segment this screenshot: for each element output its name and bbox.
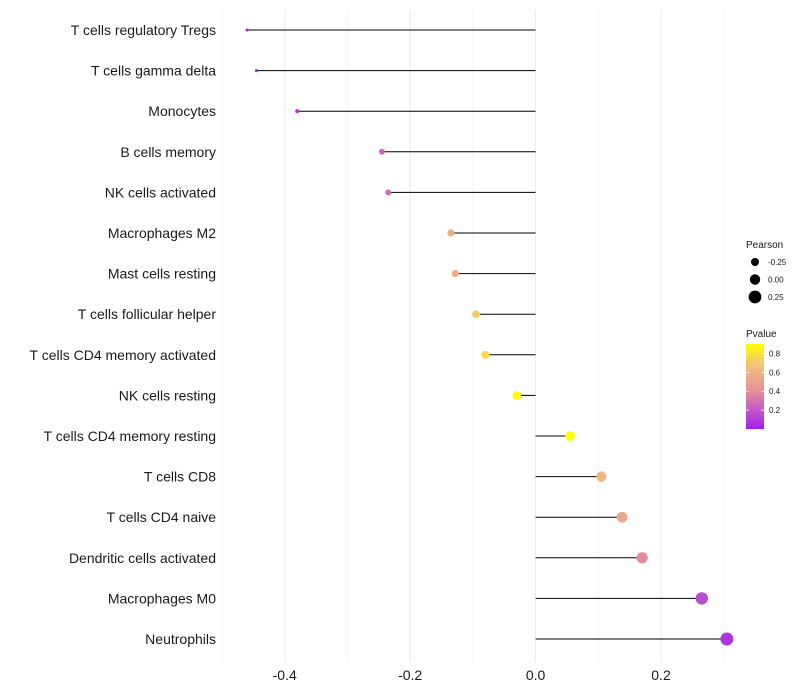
- lollipop-point: [451, 269, 459, 278]
- lollipop-point: [720, 632, 734, 646]
- category-label: T cells CD4 memory activated: [30, 347, 216, 363]
- lollipop-point: [565, 431, 575, 441]
- grid: [221, 10, 725, 662]
- lollipop-point: [472, 310, 480, 319]
- legend-color-title: Pvalue: [746, 329, 777, 340]
- category-label: Mast cells resting: [108, 266, 216, 282]
- category-label: B cells memory: [120, 144, 216, 160]
- category-label: T cells follicular helper: [78, 306, 217, 322]
- segments: [247, 29, 727, 640]
- lollipop-point: [385, 189, 392, 196]
- x-tick-label: 0.2: [651, 667, 671, 683]
- legend-size-label: -0.25: [768, 258, 787, 267]
- legend-color-label: 0.8: [769, 349, 781, 358]
- lollipop-point: [596, 471, 607, 482]
- lollipop-point: [512, 391, 522, 400]
- x-axis-ticks: -0.4 -0.2 0.0 0.2: [273, 667, 671, 683]
- lollipop-point: [245, 28, 249, 32]
- legend-size-key: [749, 274, 761, 285]
- legend-size-label: 0.25: [768, 293, 784, 302]
- lollipop-point: [695, 592, 708, 605]
- lollipop-point: [481, 350, 490, 359]
- lollipop-point: [295, 109, 300, 114]
- category-label: T cells regulatory Tregs: [71, 22, 216, 38]
- category-label: T cells gamma delta: [91, 63, 216, 79]
- legend-size-key: [751, 258, 759, 266]
- category-label: NK cells activated: [105, 184, 216, 200]
- category-label: T cells CD8: [144, 469, 216, 485]
- lollipop-point: [636, 552, 648, 564]
- legend-colorbar: [746, 344, 764, 429]
- legend-color-label: 0.4: [769, 387, 781, 396]
- category-label: Neutrophils: [145, 631, 216, 647]
- legend: Pearson Pvalue -0.25 0.00 0.25 0.8 0.6 0.4 0.…: [746, 240, 787, 429]
- x-tick-label: 0.0: [526, 667, 546, 683]
- category-label: Macrophages M2: [108, 225, 216, 241]
- category-label: Dendritic cells activated: [69, 550, 216, 566]
- category-label: Macrophages M0: [108, 590, 216, 606]
- x-tick-label: -0.4: [273, 667, 297, 683]
- lollipop-point: [616, 511, 628, 523]
- category-label: NK cells resting: [119, 387, 216, 403]
- legend-size-label: 0.00: [768, 276, 784, 285]
- category-label: Monocytes: [148, 103, 216, 119]
- category-label: T cells CD4 naive: [107, 509, 217, 525]
- lollipop-point: [379, 148, 385, 155]
- category-labels: T cells regulatory Tregs T cells gamma de…: [30, 22, 217, 647]
- category-label: T cells CD4 memory resting: [44, 428, 216, 444]
- legend-size-title: Pearson: [746, 240, 783, 251]
- legend-color-label: 0.2: [769, 406, 781, 415]
- lollipop-point: [447, 229, 455, 237]
- legend-color-label: 0.6: [769, 368, 781, 377]
- x-tick-label: -0.2: [398, 667, 422, 683]
- points: [245, 28, 734, 646]
- legend-size-key: [748, 290, 762, 304]
- lollipop-point: [254, 69, 259, 73]
